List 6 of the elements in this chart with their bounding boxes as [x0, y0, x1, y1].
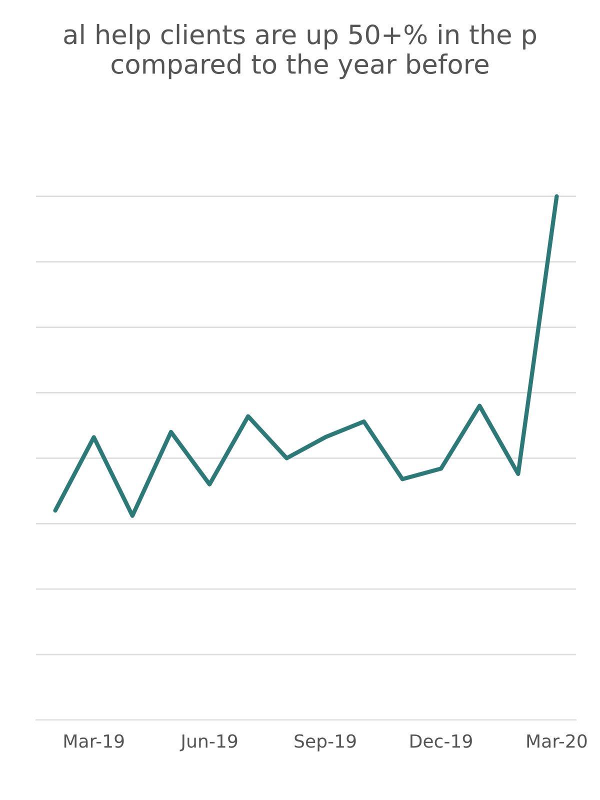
- chart-title: al help clients are up 50+% in the p compared to the year before: [64, 24, 536, 80]
- x-tick-label: Sep-19: [294, 734, 356, 752]
- x-tick-label: Mar-19: [64, 734, 124, 748]
- x-tick-label: Jun-19: [180, 734, 238, 752]
- x-tick-label: Dec-19: [410, 734, 472, 748]
- x-tick-label: Mar-20: [527, 734, 587, 748]
